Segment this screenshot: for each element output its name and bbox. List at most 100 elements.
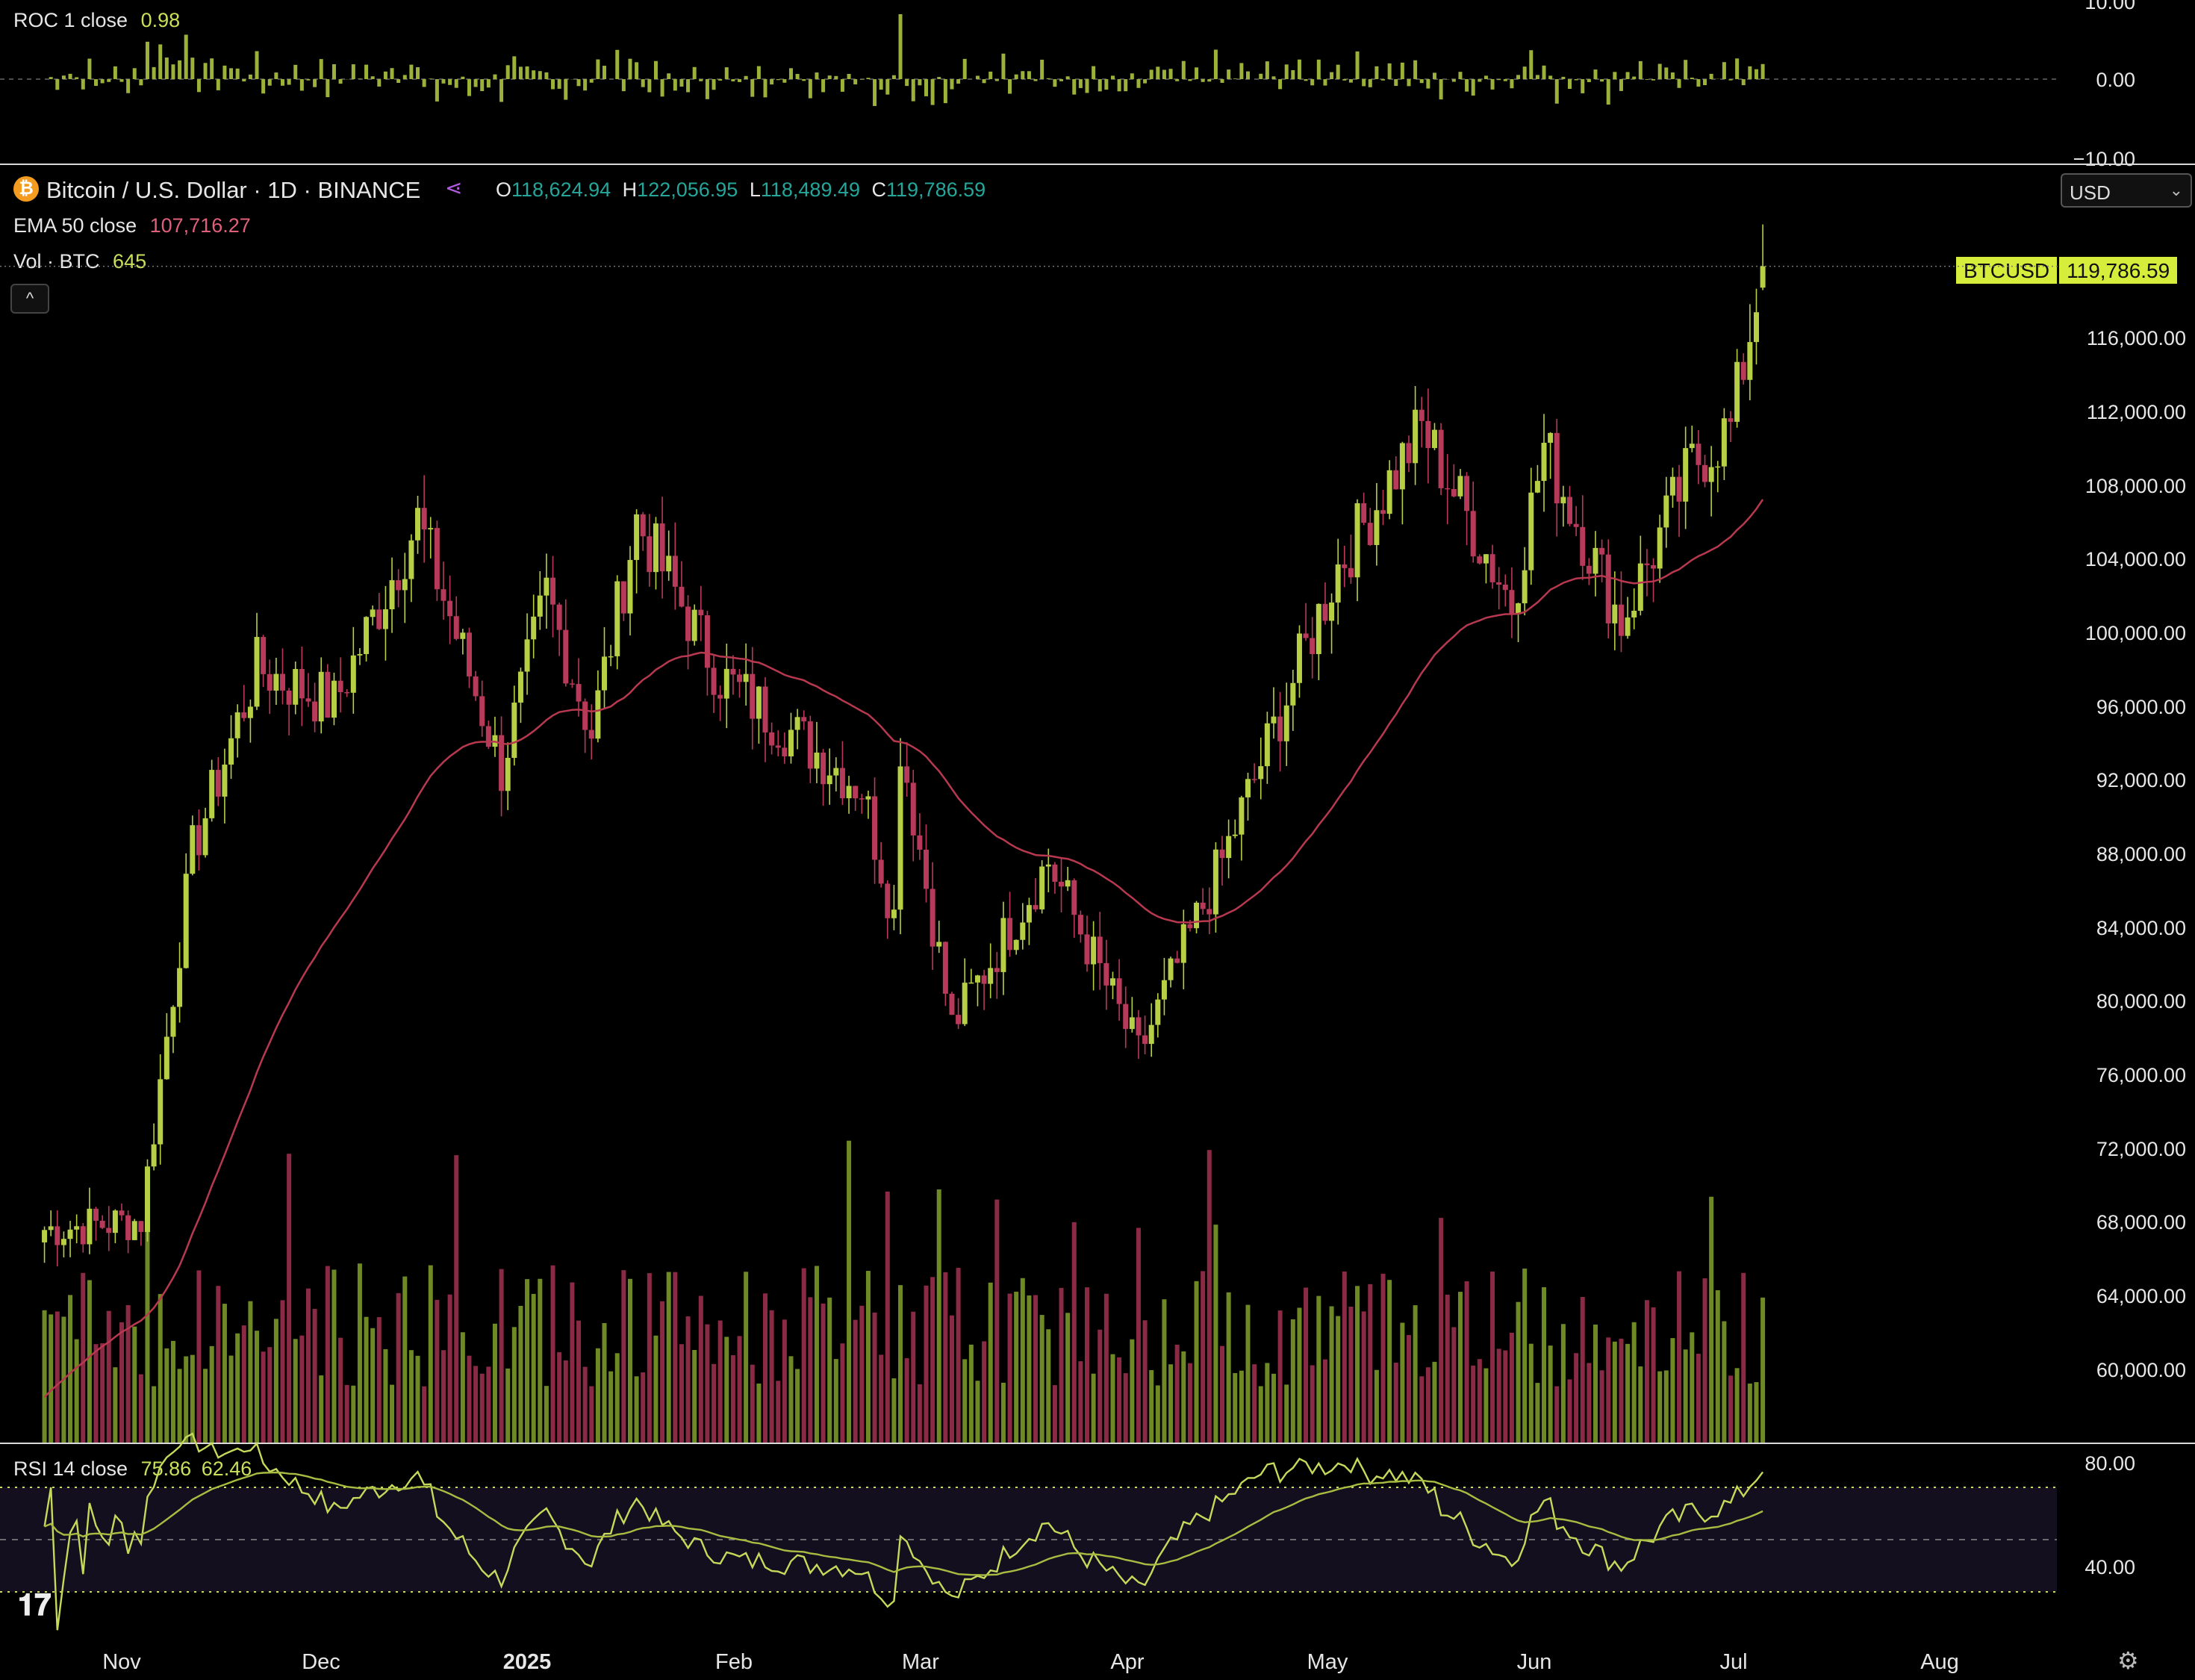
candle-body bbox=[621, 582, 626, 614]
candle-body bbox=[962, 983, 968, 1024]
candle-body bbox=[1741, 362, 1746, 380]
candle-body bbox=[1413, 410, 1418, 464]
volume-bar bbox=[441, 1350, 446, 1443]
volume-bar bbox=[248, 1301, 252, 1443]
volume-bar bbox=[1574, 1353, 1578, 1443]
roc-bar bbox=[956, 79, 960, 84]
roc-bar bbox=[750, 79, 754, 97]
volume-bar bbox=[1124, 1373, 1128, 1443]
volume-bar bbox=[1175, 1345, 1180, 1443]
candle-body bbox=[788, 729, 794, 756]
candle-body bbox=[776, 745, 781, 747]
candle-body bbox=[486, 726, 491, 747]
volume-bar bbox=[100, 1343, 105, 1443]
roc-bar bbox=[1664, 67, 1668, 79]
candle-body bbox=[698, 610, 703, 615]
candle-body bbox=[1155, 1000, 1160, 1025]
roc-bar bbox=[1130, 73, 1134, 79]
volume-bar bbox=[879, 1354, 883, 1443]
candle-body bbox=[331, 681, 337, 718]
candle-body bbox=[55, 1226, 60, 1245]
volume-bar bbox=[827, 1298, 832, 1443]
roc-bar bbox=[165, 57, 169, 79]
volume-bar bbox=[1342, 1272, 1347, 1443]
roc-bar bbox=[506, 65, 510, 79]
roc-bar bbox=[1271, 76, 1275, 79]
candle-body bbox=[74, 1226, 79, 1230]
roc-bar bbox=[1362, 79, 1366, 86]
volume-bar bbox=[1458, 1292, 1463, 1443]
volume-bar bbox=[628, 1279, 632, 1443]
candle-body bbox=[100, 1221, 105, 1228]
candle-body bbox=[376, 609, 382, 629]
candle-body bbox=[1522, 570, 1528, 603]
volume-bar bbox=[815, 1266, 819, 1443]
volume-bar bbox=[679, 1344, 684, 1443]
volume-bar bbox=[988, 1283, 993, 1443]
candle-body bbox=[106, 1228, 111, 1233]
candle-body bbox=[1439, 430, 1444, 488]
volume-bar bbox=[1387, 1280, 1392, 1443]
roc-bar bbox=[853, 79, 857, 84]
volume-bar bbox=[1529, 1344, 1534, 1443]
volume-bar bbox=[1085, 1287, 1089, 1443]
volume-bar bbox=[1407, 1335, 1411, 1443]
volume-bar bbox=[1323, 1360, 1327, 1443]
roc-bar bbox=[1388, 63, 1392, 79]
volume-bar bbox=[596, 1348, 600, 1443]
volume-bar bbox=[222, 1304, 227, 1443]
candle-body bbox=[936, 942, 941, 946]
roc-bar bbox=[139, 79, 143, 85]
roc-bar bbox=[1195, 67, 1198, 79]
volume-bar bbox=[512, 1327, 517, 1443]
roc-bar bbox=[493, 75, 496, 79]
volume-bar bbox=[1336, 1316, 1340, 1443]
candle-body bbox=[1174, 959, 1180, 963]
volume-bar bbox=[390, 1385, 394, 1443]
roc-bar bbox=[242, 79, 246, 81]
volume-bar bbox=[1554, 1387, 1559, 1443]
candle-body bbox=[1000, 918, 1006, 971]
candle-body bbox=[248, 706, 253, 718]
candle-body bbox=[1471, 511, 1476, 556]
roc-bar bbox=[622, 79, 626, 91]
roc-bar bbox=[1356, 52, 1360, 79]
roc-bar bbox=[126, 79, 130, 93]
candle-body bbox=[653, 523, 658, 572]
volume-bar bbox=[583, 1367, 588, 1443]
candle-body bbox=[511, 703, 517, 758]
roc-bar bbox=[538, 71, 542, 79]
volume-bar bbox=[1021, 1278, 1025, 1443]
volume-bar bbox=[673, 1272, 677, 1443]
roc-bar bbox=[300, 79, 304, 90]
volume-bar bbox=[1670, 1338, 1675, 1443]
roc-bar bbox=[1484, 75, 1488, 79]
candle-body bbox=[853, 786, 858, 799]
candle-body bbox=[364, 617, 369, 654]
candle-body bbox=[1445, 488, 1450, 490]
candle-body bbox=[1709, 467, 1714, 482]
volume-bar bbox=[370, 1328, 375, 1443]
roc-bar bbox=[1439, 79, 1443, 99]
candle-body bbox=[763, 686, 768, 732]
roc-bar bbox=[1369, 79, 1372, 87]
volume-bar bbox=[1040, 1315, 1044, 1443]
roc-bar bbox=[1053, 79, 1056, 87]
roc-bar bbox=[738, 79, 741, 82]
volume-bar bbox=[319, 1375, 323, 1443]
roc-bar bbox=[1150, 69, 1153, 79]
volume-bar bbox=[1432, 1362, 1436, 1443]
candle-body bbox=[956, 1015, 961, 1024]
candle-body bbox=[267, 674, 273, 691]
volume-bar bbox=[1445, 1295, 1450, 1443]
volume-bar bbox=[1246, 1305, 1251, 1443]
roc-bar bbox=[1304, 79, 1308, 81]
roc-bar bbox=[1136, 79, 1140, 88]
volume-bar bbox=[962, 1359, 967, 1443]
roc-bar bbox=[1021, 71, 1024, 79]
roc-bar bbox=[718, 79, 722, 81]
candle-body bbox=[898, 766, 903, 909]
volume-bar bbox=[950, 1316, 954, 1443]
roc-bar bbox=[879, 79, 883, 90]
